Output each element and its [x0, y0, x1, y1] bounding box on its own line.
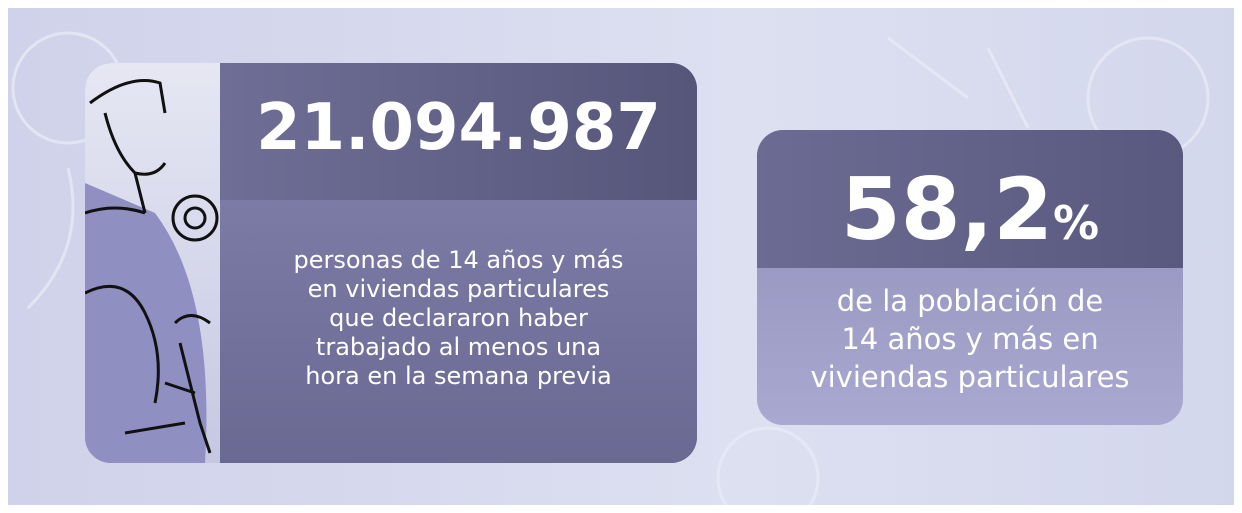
description-line: viviendas particulares [757, 363, 1183, 401]
description-line: personas de 14 años y más [220, 248, 697, 277]
description-line: hora en la semana previa [220, 364, 697, 393]
description-line: en viviendas particulares [220, 277, 697, 306]
worker-illustration [85, 63, 220, 463]
description-line: que declararon haber [220, 306, 697, 335]
headline-percentage: 58,2% [757, 160, 1183, 260]
percentage-value: 58,2 [841, 160, 1053, 260]
description-line: trabajado al menos una [220, 335, 697, 364]
description-line: de la población de [757, 287, 1183, 325]
percentage-unit: % [1053, 196, 1099, 250]
description-line: 14 años y más en [757, 325, 1183, 363]
headline-number: 21.094.987 [220, 91, 697, 165]
page: 21.094.987 personas de 14 años y másen v… [0, 0, 1242, 513]
illustration-panel [85, 63, 220, 463]
number-panel: 58,2% [757, 130, 1183, 268]
number-panel: 21.094.987 [220, 63, 697, 200]
